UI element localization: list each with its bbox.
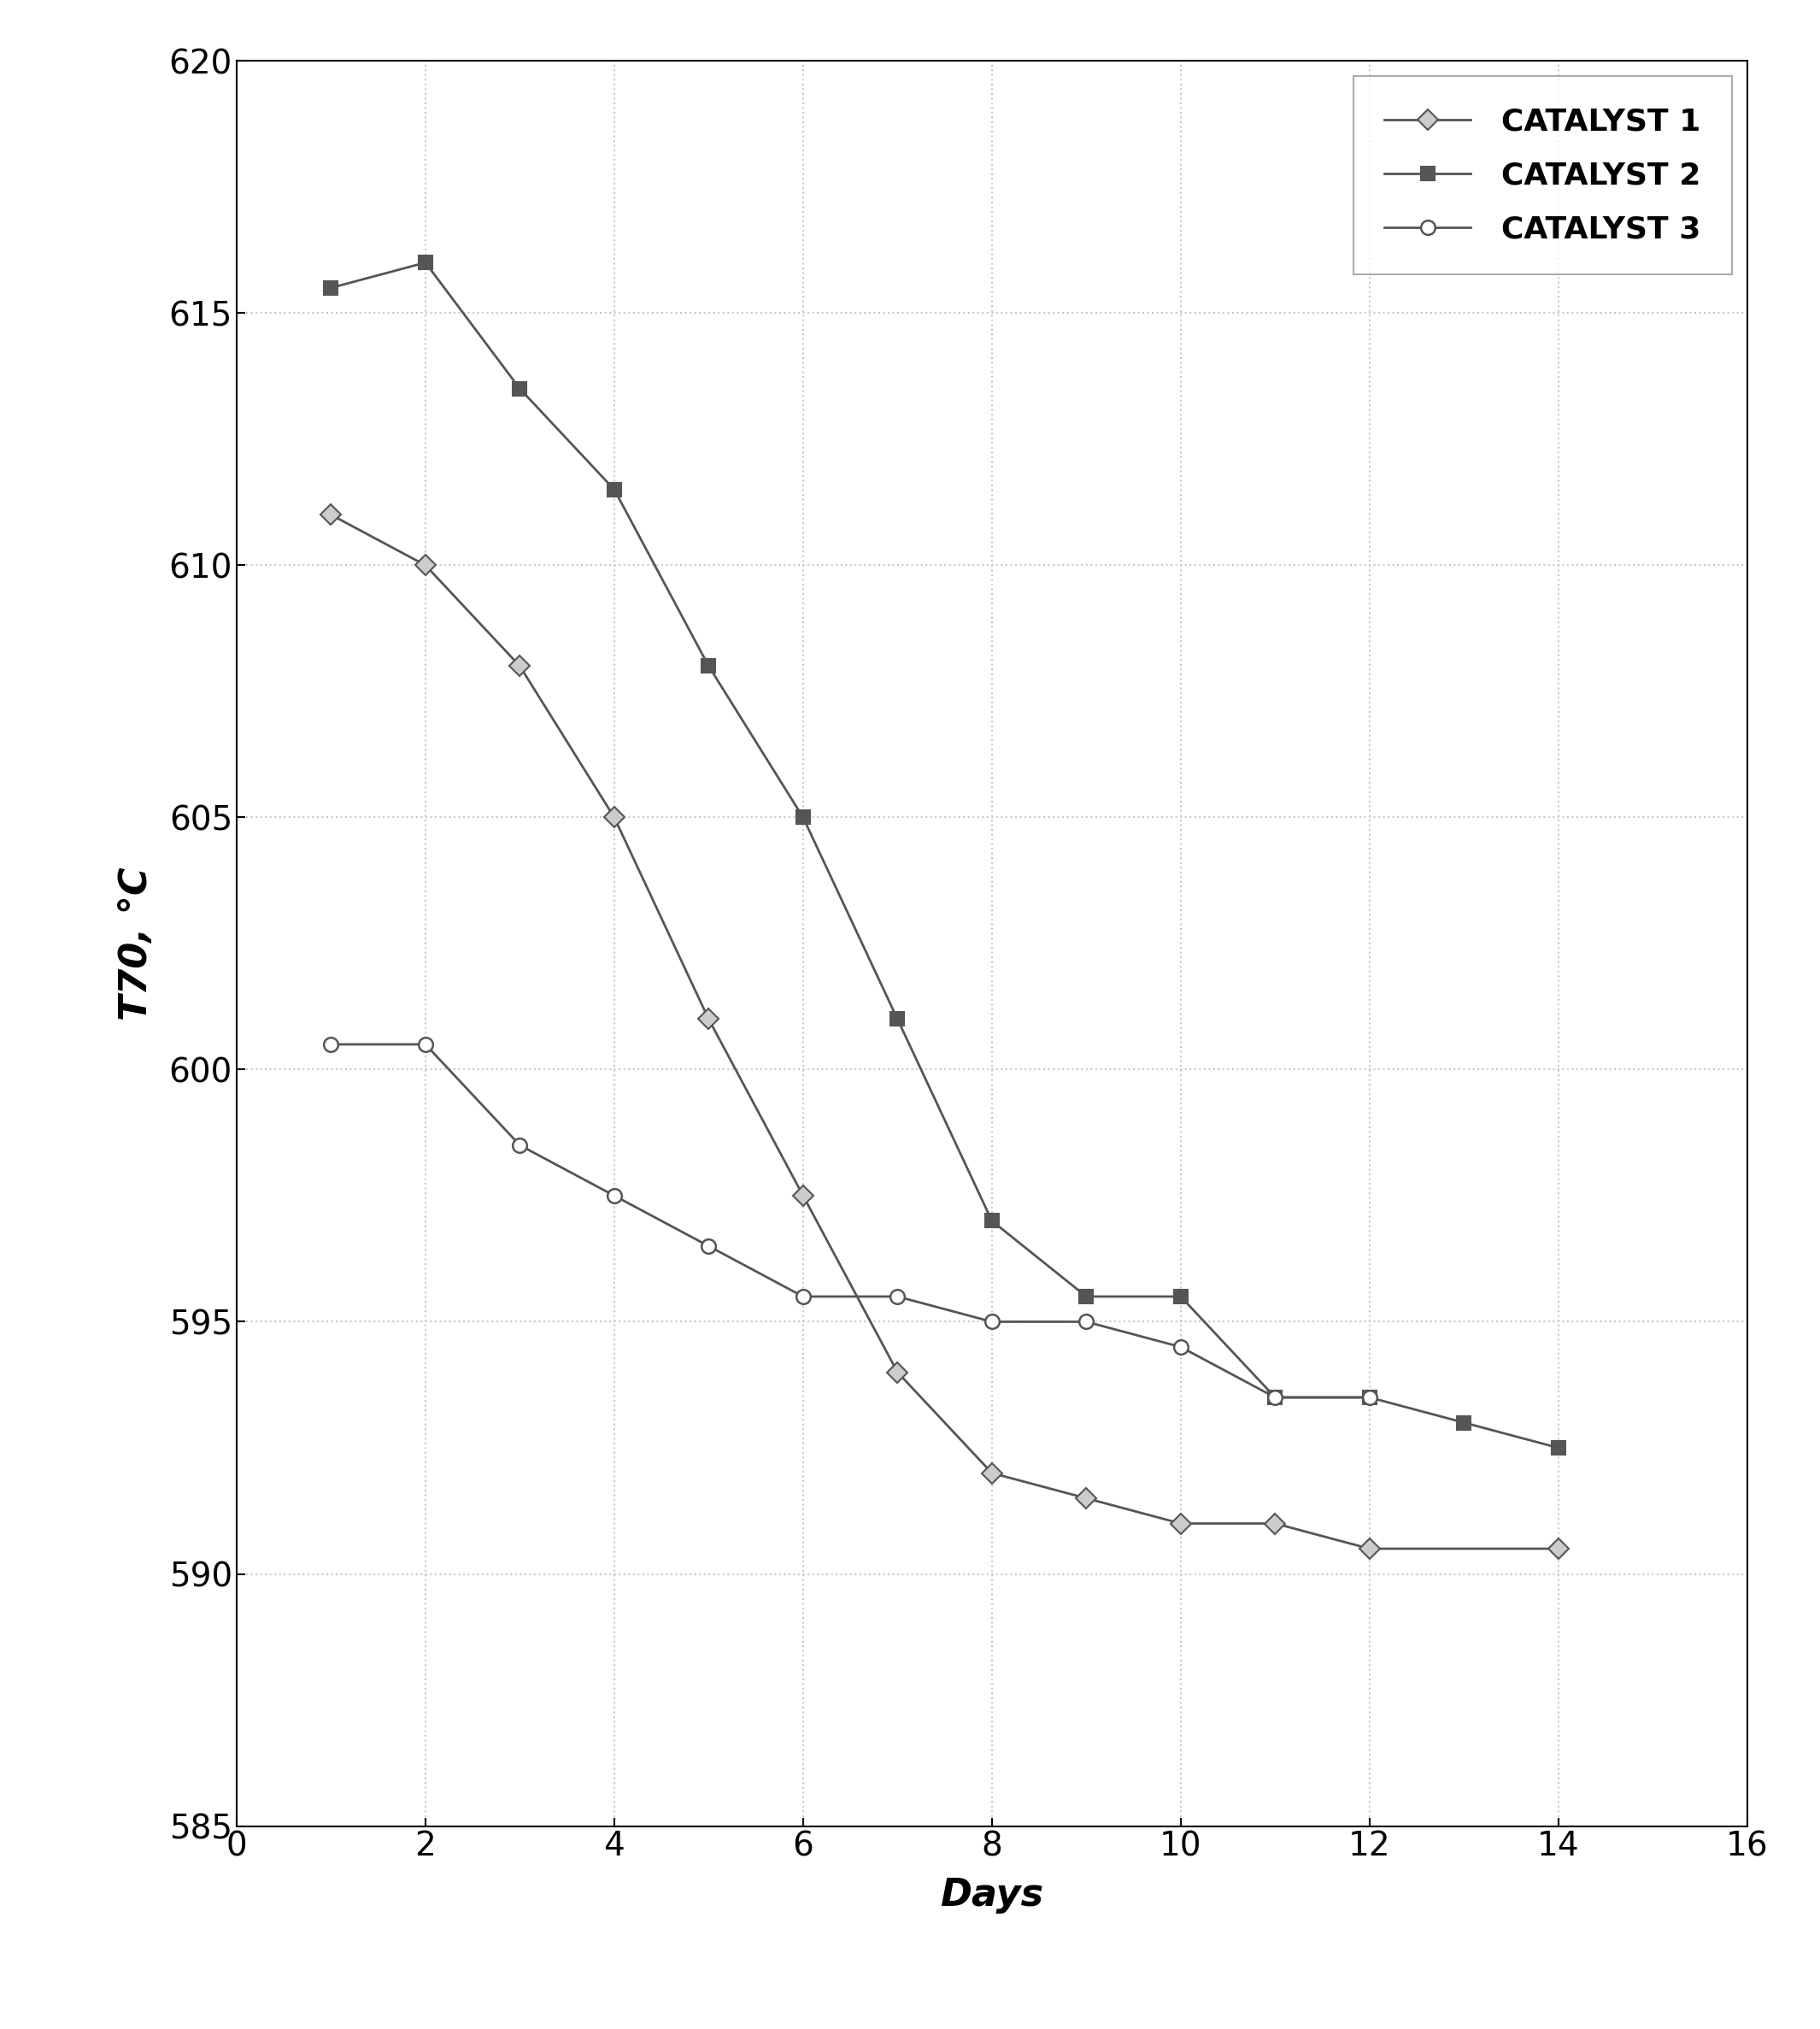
CATALYST 1 bbox=[792, 1183, 814, 1207]
CATALYST 3 bbox=[1358, 1386, 1381, 1410]
CATALYST 3 bbox=[697, 1234, 719, 1258]
CATALYST 3 bbox=[1265, 1386, 1287, 1410]
CATALYST 1 bbox=[1265, 1512, 1287, 1536]
CATALYST 3 bbox=[415, 1033, 437, 1057]
CATALYST 3 bbox=[792, 1284, 814, 1309]
X-axis label: Days: Days bbox=[941, 1877, 1043, 1913]
CATALYST 3 bbox=[510, 1132, 531, 1157]
CATALYST 1 bbox=[1076, 1485, 1097, 1510]
CATALYST 2 bbox=[886, 1006, 908, 1031]
CATALYST 2 bbox=[1547, 1437, 1569, 1461]
CATALYST 2 bbox=[1358, 1386, 1381, 1410]
CATALYST 2 bbox=[792, 806, 814, 830]
Line: CATALYST 2: CATALYST 2 bbox=[324, 256, 1565, 1455]
CATALYST 2 bbox=[1076, 1284, 1097, 1309]
CATALYST 1 bbox=[510, 653, 531, 678]
CATALYST 3 bbox=[1076, 1309, 1097, 1333]
Line: CATALYST 1: CATALYST 1 bbox=[324, 507, 1565, 1556]
CATALYST 3 bbox=[981, 1309, 1003, 1333]
CATALYST 3 bbox=[1170, 1335, 1192, 1359]
CATALYST 2 bbox=[697, 653, 719, 678]
CATALYST 1 bbox=[1547, 1536, 1569, 1560]
CATALYST 2 bbox=[510, 377, 531, 402]
CATALYST 2 bbox=[1170, 1284, 1192, 1309]
CATALYST 2 bbox=[602, 477, 626, 501]
Line: CATALYST 3: CATALYST 3 bbox=[324, 1037, 1376, 1404]
Legend: CATALYST 1, CATALYST 2, CATALYST 3: CATALYST 1, CATALYST 2, CATALYST 3 bbox=[1354, 77, 1733, 274]
CATALYST 1 bbox=[1358, 1536, 1381, 1560]
CATALYST 1 bbox=[981, 1461, 1003, 1485]
Y-axis label: T70, °C: T70, °C bbox=[118, 866, 155, 1021]
CATALYST 2 bbox=[1452, 1410, 1474, 1435]
CATALYST 3 bbox=[320, 1033, 342, 1057]
CATALYST 1 bbox=[697, 1006, 719, 1031]
CATALYST 1 bbox=[320, 503, 342, 528]
CATALYST 3 bbox=[602, 1183, 626, 1207]
CATALYST 1 bbox=[886, 1359, 908, 1384]
CATALYST 2 bbox=[415, 250, 437, 274]
CATALYST 3 bbox=[886, 1284, 908, 1309]
CATALYST 1 bbox=[1170, 1512, 1192, 1536]
CATALYST 1 bbox=[415, 554, 437, 578]
CATALYST 2 bbox=[981, 1209, 1003, 1234]
CATALYST 2 bbox=[1265, 1386, 1287, 1410]
CATALYST 1 bbox=[602, 806, 626, 830]
CATALYST 2 bbox=[320, 276, 342, 300]
